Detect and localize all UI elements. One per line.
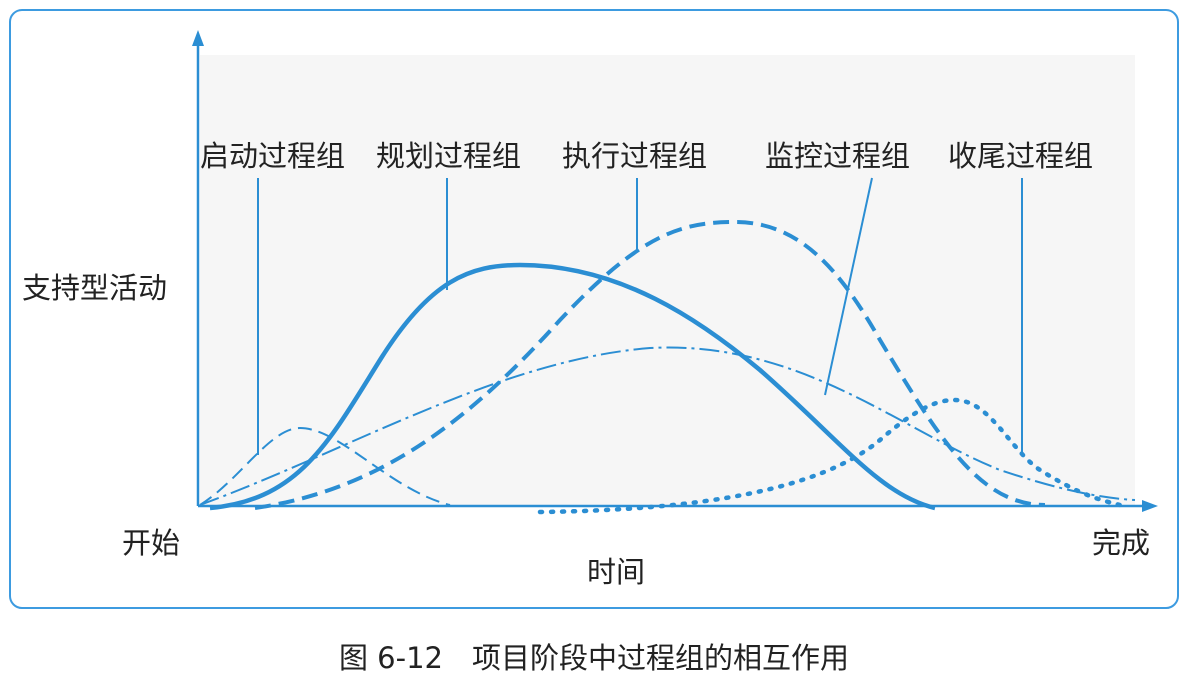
group-label: 启动过程组 — [200, 139, 345, 173]
x-arrow — [1142, 500, 1158, 512]
y-arrow — [192, 30, 204, 46]
background — [200, 55, 1135, 505]
y-axis-label: 支持型活动 — [22, 271, 167, 305]
closing-curve — [537, 397, 1123, 515]
leader — [824, 177, 873, 396]
group-label: 监控过程组 — [765, 139, 910, 173]
caption: 图 6-12 项目阶段中过程组的相互作用 — [339, 641, 849, 675]
planning-curve — [209, 262, 936, 511]
x-end-label: 完成 — [1092, 526, 1150, 560]
initiating-curve — [199, 426, 451, 506]
x-axis-label: 时间 — [587, 555, 645, 589]
x-start-label: 开始 — [122, 526, 180, 560]
group-label: 执行过程组 — [562, 139, 707, 173]
executing-curve — [254, 219, 1046, 510]
group-label: 规划过程组 — [376, 139, 521, 173]
monitoring-curve — [199, 346, 1136, 506]
group-label: 收尾过程组 — [948, 139, 1093, 173]
